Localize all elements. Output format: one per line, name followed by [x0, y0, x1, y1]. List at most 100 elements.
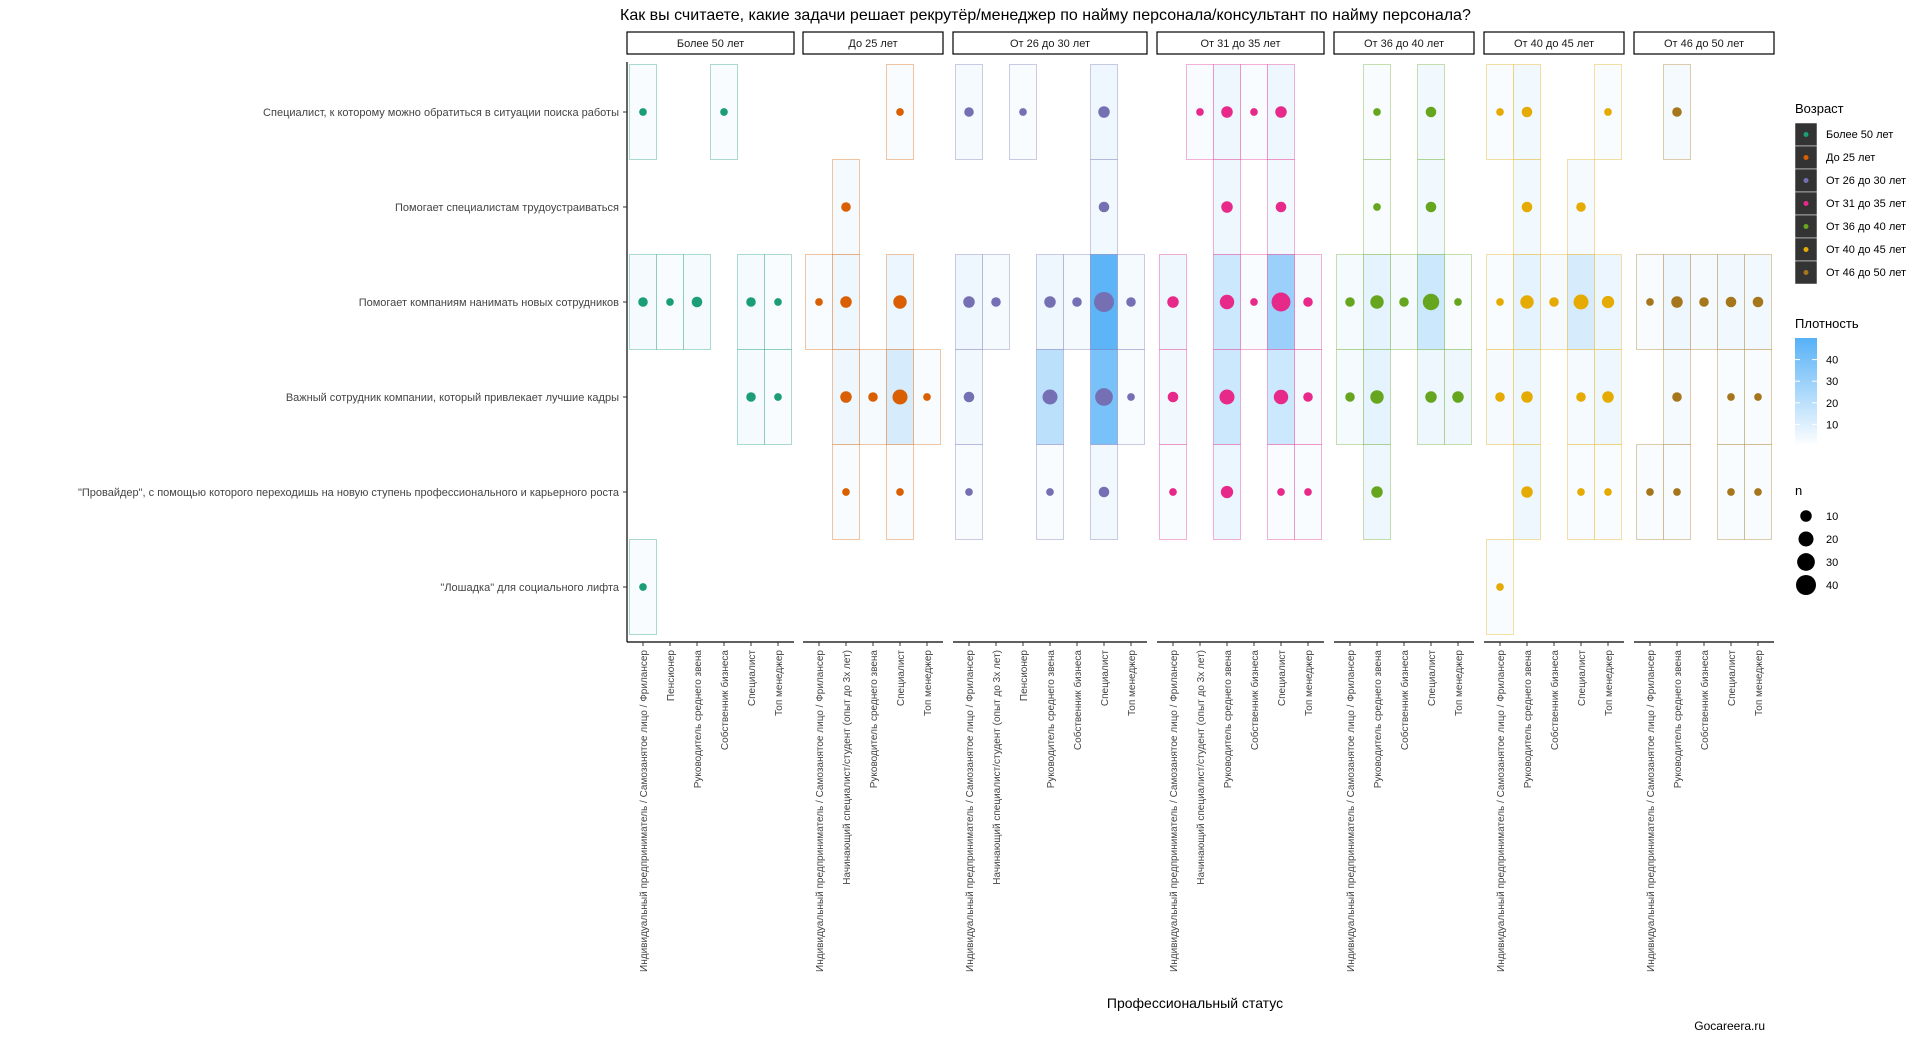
- x-tick-label: Специалист: [896, 650, 907, 706]
- data-point: [1601, 295, 1615, 309]
- x-tick-label: Индивидуальный предприниматель / Самозан…: [815, 650, 826, 972]
- data-point: [892, 389, 908, 405]
- data-point: [1042, 389, 1058, 405]
- row-label: "Провайдер", с помощью которого переходи…: [78, 487, 620, 499]
- legend-density-title: Плотность: [1795, 316, 1859, 331]
- data-point: [840, 391, 852, 403]
- data-point: [893, 295, 907, 309]
- density-tile: [1159, 254, 1187, 350]
- data-point: [1098, 106, 1110, 118]
- data-point: [1577, 488, 1585, 496]
- data-point: [1725, 296, 1737, 308]
- data-point: [1169, 488, 1177, 496]
- facet-strip-label: До 25 лет: [848, 38, 897, 50]
- data-point: [1496, 108, 1504, 116]
- facet-panel: До 25 лет Индивидуальный предприниматель …: [802, 31, 944, 972]
- data-point: [746, 392, 756, 402]
- x-tick-label: Руководитель среднего звена: [1673, 650, 1684, 789]
- data-point: [1646, 488, 1654, 496]
- data-point: [1303, 297, 1313, 307]
- row-label: Специалист, к которому можно обратиться …: [263, 107, 619, 119]
- row-label: Важный сотрудник компании, который привл…: [286, 392, 619, 404]
- x-tick-label: Индивидуальный предприниматель / Самозан…: [1346, 650, 1357, 972]
- density-tile: [1744, 444, 1772, 540]
- data-point: [691, 296, 703, 308]
- data-point: [1727, 393, 1735, 401]
- data-point: [1094, 292, 1114, 312]
- facet-panels: Более 50 лет Индивидуальный предпринимате…: [623, 31, 1775, 972]
- legend-n-label: 30: [1826, 557, 1838, 569]
- row-label: "Лошадка" для социального лифта: [440, 582, 619, 594]
- data-point: [1646, 298, 1654, 306]
- data-point: [1271, 292, 1291, 312]
- row-label: Помогает специалистам трудоустраиваться: [395, 202, 619, 214]
- x-tick-label: Пенсионер: [666, 650, 677, 702]
- data-point: [1303, 392, 1313, 402]
- data-point: [1602, 391, 1614, 403]
- facet-strip: [802, 31, 944, 55]
- legend-n: n 10 20 30 40: [1795, 483, 1838, 595]
- data-point: [1127, 393, 1135, 401]
- legend-density: Плотность 10 20 30 40: [1795, 316, 1859, 446]
- data-point: [1604, 488, 1612, 496]
- data-point: [1219, 294, 1235, 310]
- legend-density-label: 10: [1826, 419, 1838, 431]
- x-tick-label: Начинающий специалист/студент (опыт до 3…: [992, 650, 1003, 885]
- data-point: [1452, 391, 1464, 403]
- data-point: [1496, 298, 1504, 306]
- legend-n-label: 10: [1826, 511, 1838, 523]
- row-label: Помогает компаниям нанимать новых сотруд…: [359, 297, 619, 309]
- data-point: [896, 108, 904, 116]
- legend-density-label: 40: [1826, 355, 1838, 367]
- legend-n-swatch: [1796, 575, 1816, 595]
- data-point: [1521, 201, 1533, 213]
- legend-age-swatch: [1803, 201, 1809, 206]
- x-tick-label: Собственник бизнеса: [1072, 650, 1084, 751]
- data-point: [638, 297, 648, 307]
- data-point: [1422, 293, 1440, 311]
- x-tick-label: Начинающий специалист/студент (опыт до 3…: [1196, 650, 1207, 885]
- x-tick-label: Индивидуальный предприниматель / Самозан…: [1169, 650, 1180, 972]
- data-point: [1371, 486, 1383, 498]
- data-point: [1373, 203, 1381, 211]
- data-point: [746, 297, 756, 307]
- data-point: [1425, 106, 1437, 118]
- data-point: [1220, 485, 1234, 499]
- x-tick-label: Топ менеджер: [1754, 650, 1765, 716]
- data-point: [963, 391, 975, 403]
- legend-n-swatch: [1800, 510, 1812, 522]
- data-point: [1576, 392, 1586, 402]
- density-tile: [1444, 254, 1472, 350]
- data-point: [963, 296, 975, 308]
- data-point: [1167, 296, 1179, 308]
- x-axis-title: Профессиональный статус: [1107, 995, 1283, 1011]
- x-tick-label: Специалист: [1727, 650, 1738, 706]
- legend-age-label: От 36 до 40 лет: [1826, 221, 1906, 233]
- x-tick-label: Руководитель среднего звена: [1046, 650, 1057, 789]
- x-tick-label: Индивидуальный предприниматель / Самозан…: [639, 650, 650, 972]
- data-point: [1754, 488, 1762, 496]
- density-tile: [1417, 64, 1445, 160]
- data-point: [991, 297, 1001, 307]
- facet-strip: [952, 31, 1148, 55]
- data-point: [1275, 106, 1287, 118]
- legend-age-swatch: [1803, 178, 1809, 183]
- x-tick-label: Индивидуальный предприниматель / Самозан…: [1646, 650, 1657, 972]
- legend-age-swatch: [1803, 155, 1809, 160]
- facet-panel: От 31 до 35 лет Индивидуальный предприним…: [1156, 31, 1325, 972]
- data-point: [1167, 391, 1179, 403]
- legend-age-label: Более 50 лет: [1826, 129, 1893, 141]
- x-tick-label: Руководитель среднего звена: [1523, 650, 1534, 789]
- data-point: [923, 393, 931, 401]
- facet-panel: Более 50 лет Индивидуальный предпринимате…: [623, 31, 795, 972]
- x-tick-label: Топ менеджер: [1304, 650, 1315, 716]
- data-point: [1221, 201, 1233, 213]
- data-point: [1425, 201, 1437, 213]
- data-point: [1345, 297, 1355, 307]
- data-point: [639, 108, 647, 116]
- legend-age-swatch: [1803, 132, 1809, 137]
- caption: Gocareera.ru: [1694, 1019, 1765, 1033]
- legend-n-swatch: [1797, 553, 1815, 571]
- legend-age: Возраст Более 50 лет До 25 лет От 26 до 30 …: [1794, 101, 1906, 285]
